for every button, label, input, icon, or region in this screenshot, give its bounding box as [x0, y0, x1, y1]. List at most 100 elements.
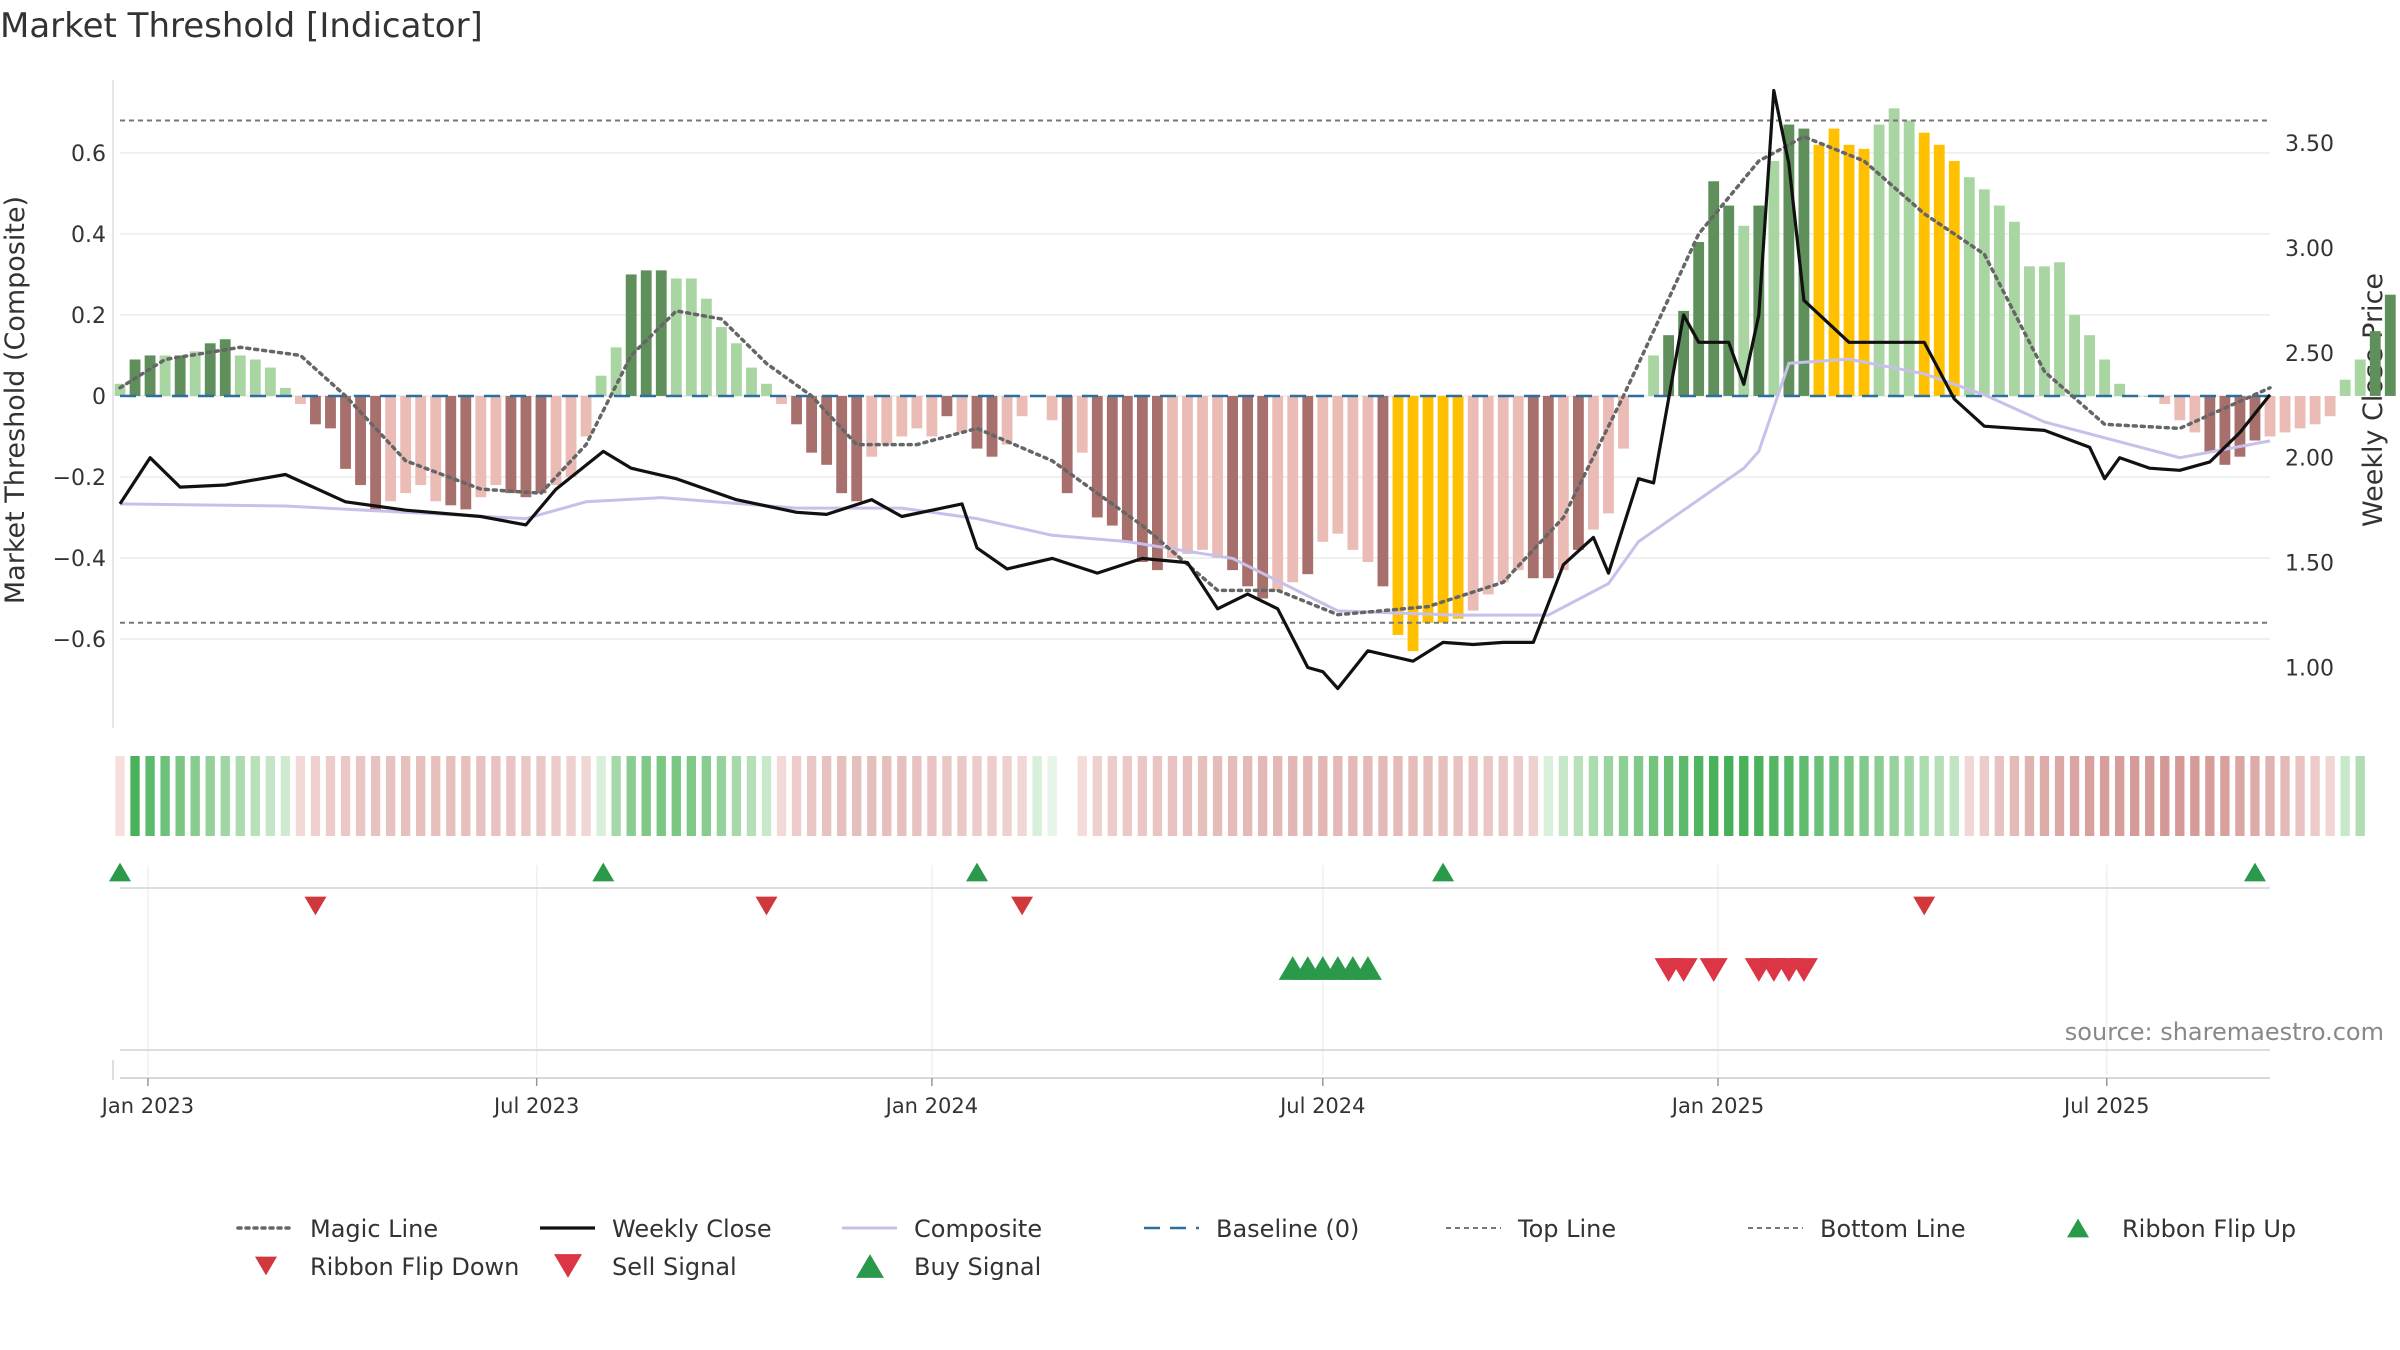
ribbon-segment — [1257, 756, 1268, 836]
legend-item: Weekly Close — [540, 1215, 772, 1243]
ribbon-segment — [1363, 756, 1373, 836]
ribbon-segment — [2054, 756, 2065, 836]
composite-bar — [370, 395, 382, 510]
ribbon-segment — [280, 756, 291, 836]
composite-bar — [911, 395, 923, 429]
ribbon-segment — [746, 756, 757, 836]
composite-bar — [971, 395, 983, 449]
composite-bar — [234, 355, 246, 396]
ribbon-segment — [2160, 756, 2170, 836]
composite-bar — [2189, 395, 2201, 433]
composite-bar — [1918, 132, 1930, 396]
composite-bar — [1738, 225, 1750, 396]
ribbon-flip-up-marker — [592, 862, 615, 882]
composite-bar — [1858, 148, 1870, 396]
right-axis-tick-label: 2.50 — [2285, 342, 2334, 367]
ribbon-segment — [295, 756, 306, 836]
ribbon-segment — [2220, 756, 2230, 836]
composite-bar — [1843, 144, 1855, 396]
ribbon-segment — [1197, 756, 1208, 836]
ribbon-segment — [2355, 756, 2365, 836]
ribbon-segment — [190, 756, 200, 836]
ribbon-segment — [1408, 756, 1418, 836]
composite-bar — [1362, 395, 1374, 563]
composite-bar — [1813, 144, 1825, 396]
composite-bar — [1377, 395, 1389, 587]
left-axis-tick-label: 0.6 — [71, 142, 106, 167]
source-note: source: sharemaestro.com — [2065, 1018, 2384, 1046]
ribbon-segment — [1528, 756, 1538, 836]
ribbon-segment — [1859, 756, 1869, 836]
ribbon-segment — [867, 756, 877, 836]
ribbon-segment — [1648, 756, 1659, 836]
magic-line — [118, 134, 2272, 617]
ribbon-segment — [1633, 756, 1644, 836]
ribbon-segment — [175, 756, 185, 836]
composite-bar — [2219, 395, 2231, 465]
ribbon-segment — [1182, 756, 1193, 836]
ribbon-segment — [626, 756, 636, 836]
legend-label: Weekly Close — [612, 1215, 772, 1243]
sell-signal-marker — [1669, 958, 1698, 982]
ribbon-segment — [115, 756, 125, 836]
composite-bar — [1287, 395, 1299, 583]
composite-bar — [1903, 120, 1915, 396]
y-axis-label-left: Market Threshold (Composite) — [0, 196, 31, 604]
right-axis-tick-label: 3.00 — [2285, 237, 2334, 262]
legend-item: Top Line — [1446, 1215, 1616, 1243]
ribbon-segment — [2084, 756, 2095, 836]
ribbon-segment — [2130, 756, 2140, 836]
composite-bar — [1467, 395, 1479, 611]
ribbon-segment — [1483, 756, 1493, 836]
composite-bar — [279, 387, 291, 396]
composite-bar — [565, 395, 577, 477]
ribbon-segment — [1333, 756, 1343, 836]
ribbon-segment — [972, 756, 982, 836]
date-tick-label: Jul 2024 — [1278, 1094, 1365, 1118]
composite-bar — [1497, 395, 1509, 583]
y-axis-label-right: Weekly Close Price — [2358, 273, 2389, 527]
left-axis-tick-label: −0.4 — [53, 547, 106, 572]
ribbon-segment — [1844, 756, 1854, 836]
composite-bar — [1076, 395, 1088, 453]
ribbon-panel — [115, 756, 2365, 836]
composite-bar — [1167, 395, 1178, 558]
ribbon-segment — [1784, 756, 1794, 836]
ribbon-segment — [1739, 756, 1749, 836]
ribbon-segment — [852, 756, 862, 836]
ribbon-segment — [476, 756, 486, 836]
ribbon-segment — [370, 756, 381, 836]
composite-bar — [610, 347, 622, 396]
ribbon-segment — [731, 756, 742, 836]
date-tick-label: Jan 2025 — [1670, 1094, 1765, 1118]
ribbon-segment — [837, 756, 847, 836]
ribbon-segment — [656, 756, 666, 836]
composite-bar — [2309, 395, 2321, 425]
composite-bar — [430, 395, 442, 502]
ribbon-segment — [2039, 756, 2050, 836]
ribbon-segment — [1152, 756, 1163, 836]
composite-bar — [1182, 395, 1193, 554]
ribbon-segment — [2265, 756, 2275, 836]
ribbon-segment — [1242, 756, 1253, 836]
composite-bar — [1046, 395, 1058, 421]
ribbon-segment — [1288, 756, 1298, 836]
ribbon-segment — [130, 756, 140, 836]
ribbon-segment — [821, 756, 832, 836]
ribbon-segment — [912, 756, 922, 836]
ribbon-segment — [220, 756, 230, 836]
composite-bar — [2039, 266, 2050, 396]
ribbon-segment — [160, 756, 170, 836]
chart-title: Market Threshold [Indicator] — [0, 6, 483, 46]
composite-bar — [1152, 395, 1163, 571]
ribbon-segment — [761, 756, 772, 836]
composite-bar — [851, 395, 863, 502]
ribbon-flip-down-marker — [1913, 896, 1936, 916]
composite-bar — [746, 367, 757, 396]
ribbon-segment — [1077, 756, 1087, 836]
composite-bar — [1407, 395, 1419, 652]
composite-bar — [325, 395, 336, 429]
composite-bar — [1106, 395, 1118, 526]
ribbon-segment — [566, 756, 576, 836]
